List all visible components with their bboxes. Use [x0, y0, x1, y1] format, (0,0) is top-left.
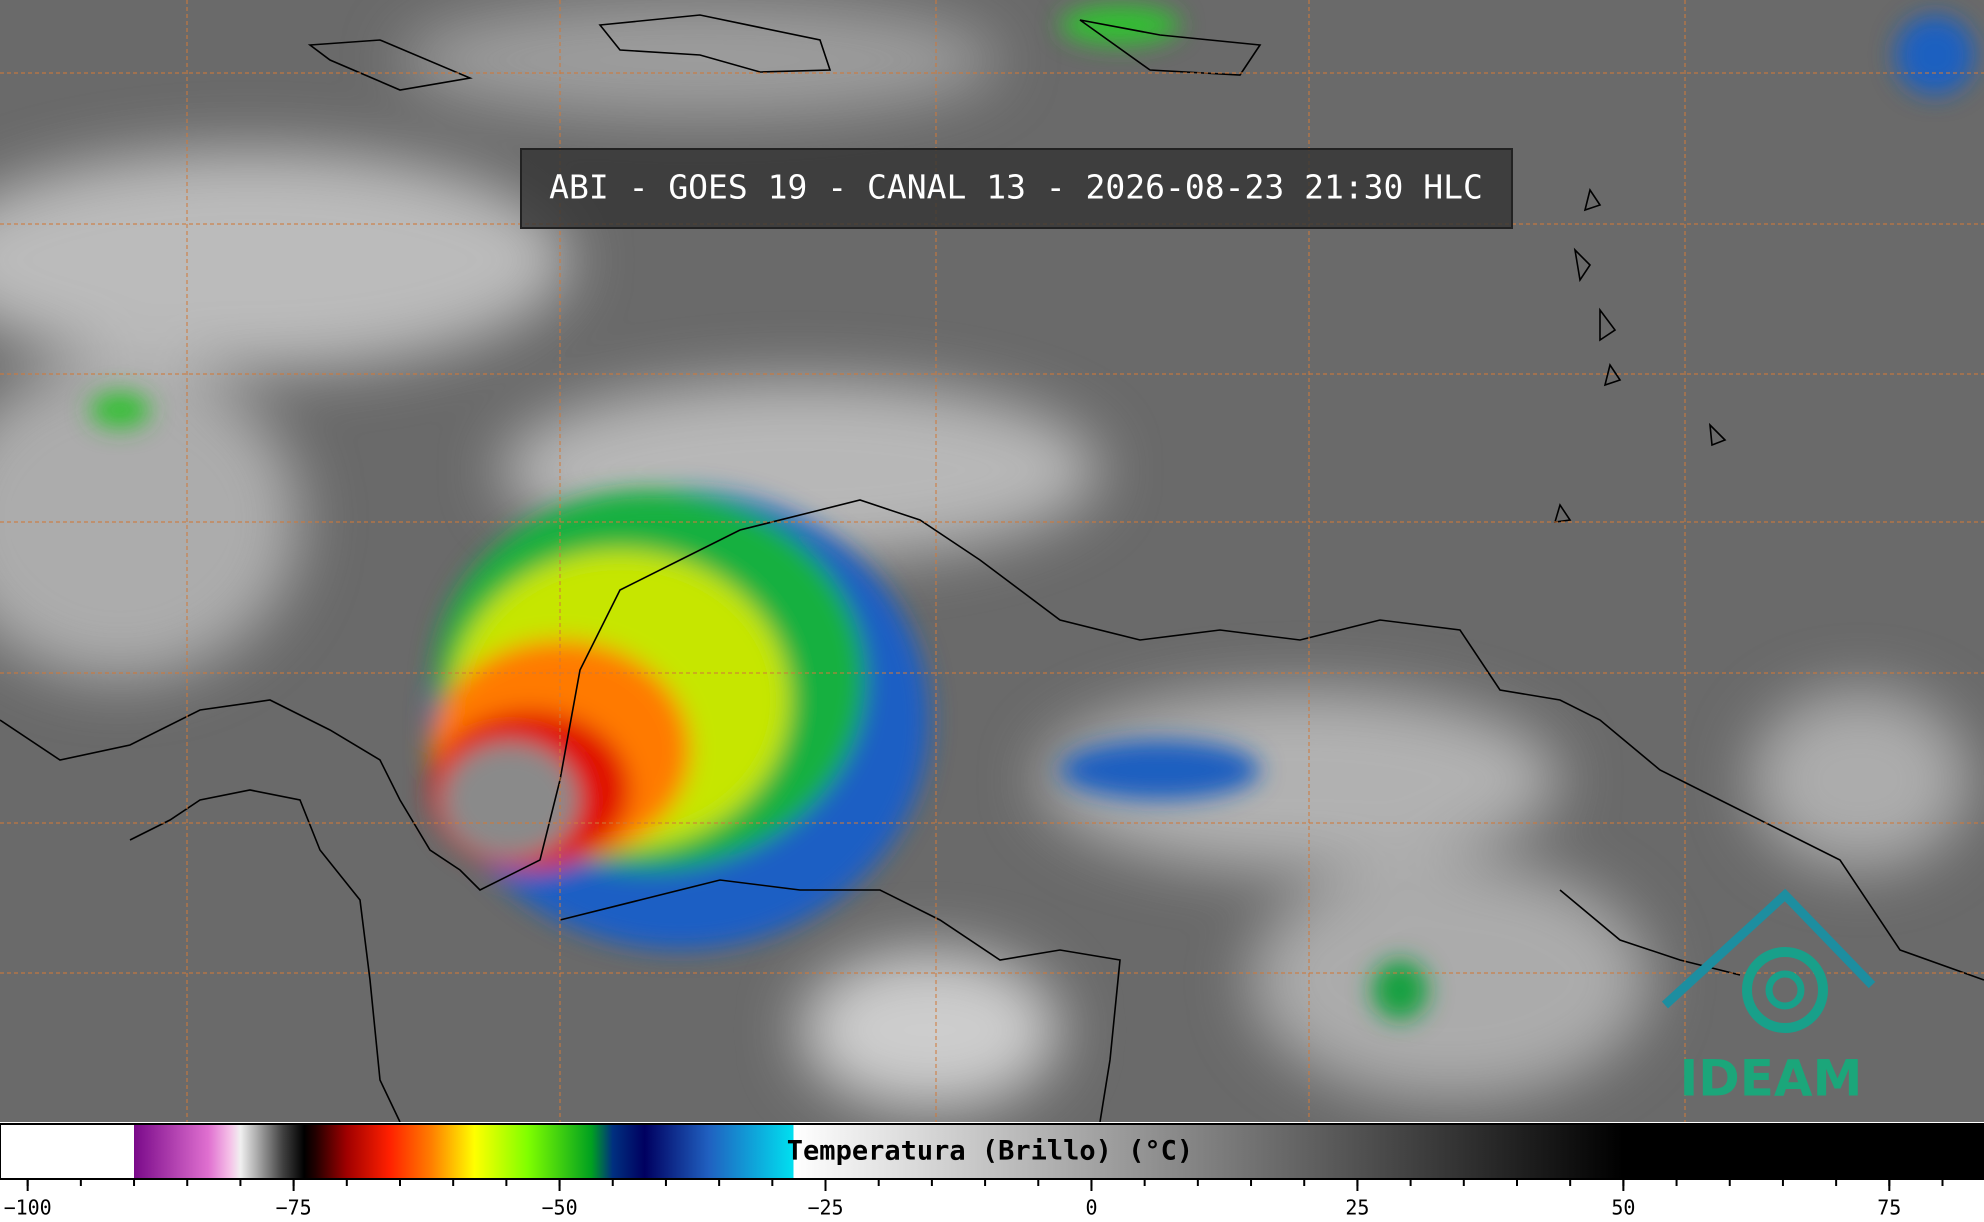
- coastlines: [0, 14, 1984, 1123]
- cloud-field: [0, 0, 1970, 1110]
- colorbar-tick-label: 0: [1085, 1196, 1097, 1220]
- title: ABI - GOES 19 - CANAL 13 - 2026-08-23 21…: [549, 168, 1483, 207]
- colorbar-tick-label: 25: [1345, 1196, 1369, 1220]
- colorbar-tick-label: 50: [1611, 1196, 1635, 1220]
- colorbar-label: Temperatura (Brillo) (°C): [787, 1136, 1193, 1167]
- logo: IDEAM: [1661, 888, 1876, 1108]
- logo-text: IDEAM: [1680, 1050, 1863, 1108]
- graticule: [0, 0, 1984, 1122]
- colorbar: Temperatura (Brillo) (°C) −100 −75 −50 −25 0 2…: [0, 1123, 1984, 1220]
- title-box: [520, 148, 1513, 229]
- colorbar-tick-label: −25: [807, 1196, 843, 1220]
- colorbar-tick-label: −100: [4, 1196, 52, 1220]
- colorbar-ramp: [0, 1123, 1984, 1180]
- colorbar-tick-label: 75: [1877, 1196, 1901, 1220]
- colorbar-tick-label: −75: [276, 1196, 312, 1220]
- colorbar-tick-label: −50: [541, 1196, 577, 1220]
